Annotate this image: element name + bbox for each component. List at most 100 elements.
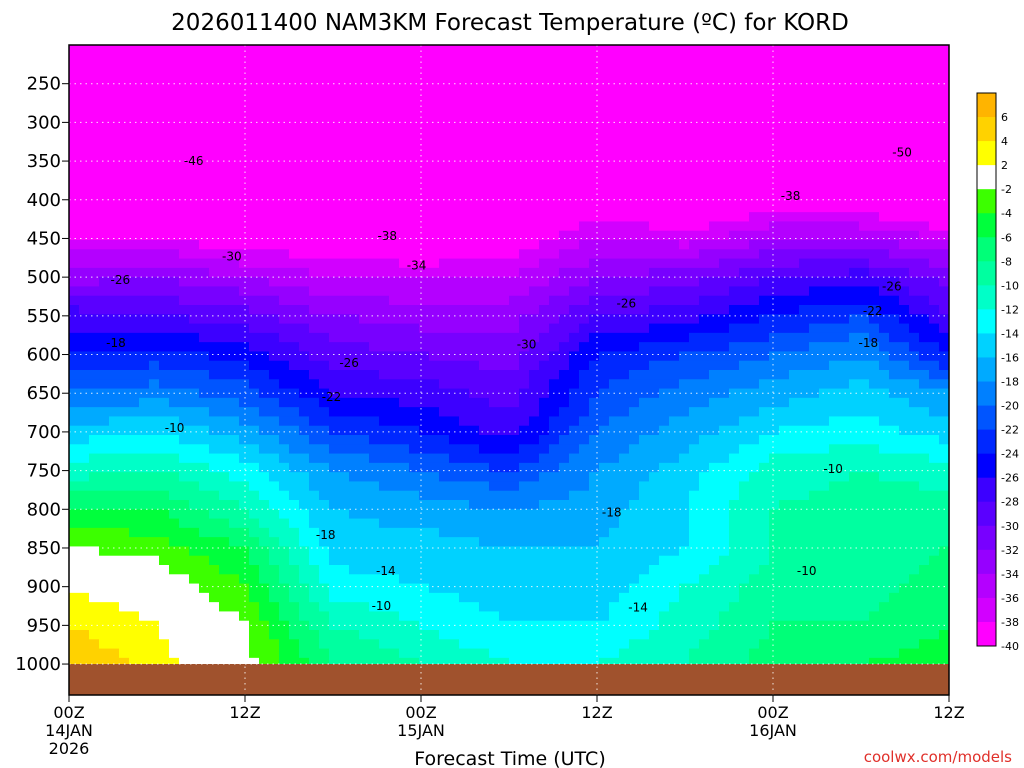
temperature-cell bbox=[769, 648, 780, 659]
temperature-cell bbox=[279, 453, 290, 464]
temperature-cell bbox=[399, 509, 410, 520]
temperature-cell bbox=[359, 184, 370, 195]
temperature-cell bbox=[129, 425, 140, 436]
temperature-cell bbox=[669, 518, 680, 529]
temperature-cell bbox=[529, 332, 540, 343]
temperature-cell bbox=[699, 240, 710, 250]
temperature-cell bbox=[319, 323, 330, 334]
temperature-cell bbox=[679, 295, 690, 306]
temperature-cell bbox=[89, 397, 100, 408]
temperature-cell bbox=[359, 462, 370, 473]
temperature-cell bbox=[409, 518, 420, 529]
temperature-cell bbox=[429, 184, 440, 195]
temperature-cell bbox=[299, 193, 310, 204]
temperature-cell bbox=[639, 546, 650, 557]
temperature-cell bbox=[539, 267, 550, 278]
temperature-cell bbox=[579, 184, 590, 195]
temperature-cell bbox=[89, 639, 100, 650]
temperature-cell bbox=[269, 332, 280, 343]
temperature-cell bbox=[219, 184, 230, 195]
temperature-cell bbox=[329, 518, 340, 529]
temperature-cell bbox=[289, 72, 300, 83]
temperature-cell bbox=[429, 490, 440, 501]
temperature-cell bbox=[159, 602, 170, 613]
temperature-cell bbox=[599, 397, 610, 408]
temperature-cell bbox=[149, 249, 160, 260]
temperature-cell bbox=[589, 462, 600, 473]
temperature-cell bbox=[489, 82, 500, 93]
temperature-cell bbox=[329, 360, 340, 371]
temperature-cell bbox=[399, 342, 410, 353]
temperature-cell bbox=[399, 472, 410, 483]
temperature-cell bbox=[469, 397, 480, 408]
temperature-cell bbox=[389, 481, 400, 492]
temperature-cell bbox=[639, 351, 650, 362]
temperature-cell bbox=[499, 332, 510, 343]
temperature-cell bbox=[109, 63, 120, 74]
temperature-cell bbox=[389, 267, 400, 278]
temperature-cell bbox=[379, 527, 390, 538]
temperature-cell bbox=[89, 165, 100, 176]
temperature-cell bbox=[509, 500, 520, 510]
temperature-cell bbox=[199, 351, 210, 362]
temperature-cell bbox=[329, 110, 340, 120]
temperature-cell bbox=[669, 435, 680, 445]
temperature-cell bbox=[379, 351, 390, 362]
temperature-cell bbox=[89, 45, 100, 55]
temperature-cell bbox=[649, 184, 660, 195]
temperature-cell bbox=[329, 490, 340, 501]
temperature-cell bbox=[599, 602, 610, 613]
temperature-cell bbox=[719, 425, 730, 436]
temperature-cell bbox=[739, 72, 750, 83]
temperature-cell bbox=[609, 648, 620, 659]
temperature-cell bbox=[639, 91, 650, 102]
temperature-cell bbox=[509, 240, 520, 250]
temperature-cell bbox=[99, 351, 110, 362]
temperature-cell bbox=[79, 565, 90, 575]
temperature-cell bbox=[719, 370, 730, 380]
temperature-cell bbox=[69, 425, 80, 436]
temperature-cell bbox=[119, 100, 130, 111]
temperature-cell bbox=[389, 611, 400, 622]
temperature-cell bbox=[259, 555, 270, 566]
temperature-cell bbox=[669, 332, 680, 343]
temperature-cell bbox=[69, 147, 80, 158]
temperature-cell bbox=[289, 360, 300, 371]
temperature-cell bbox=[479, 82, 490, 93]
temperature-cell bbox=[459, 45, 470, 55]
temperature-cell bbox=[659, 221, 670, 232]
temperature-cell bbox=[699, 453, 710, 464]
temperature-cell bbox=[119, 286, 130, 297]
temperature-cell bbox=[339, 630, 350, 640]
temperature-cell bbox=[499, 360, 510, 371]
temperature-cell bbox=[309, 184, 320, 195]
temperature-cell bbox=[349, 416, 360, 427]
temperature-cell bbox=[499, 416, 510, 427]
temperature-cell bbox=[399, 518, 410, 529]
temperature-cell bbox=[259, 305, 270, 315]
temperature-cell bbox=[239, 258, 250, 269]
temperature-cell bbox=[609, 240, 620, 250]
temperature-cell bbox=[229, 639, 240, 650]
temperature-cell bbox=[589, 546, 600, 557]
temperature-cell bbox=[159, 314, 170, 325]
temperature-cell bbox=[539, 407, 550, 418]
temperature-cell bbox=[249, 592, 260, 603]
temperature-cell bbox=[779, 72, 790, 83]
temperature-cell bbox=[519, 54, 530, 65]
temperature-cell bbox=[379, 565, 390, 575]
temperature-cell bbox=[689, 537, 700, 548]
temperature-cell bbox=[269, 54, 280, 65]
temperature-cell bbox=[699, 388, 710, 399]
temperature-cell bbox=[579, 611, 590, 622]
temperature-cell bbox=[569, 305, 580, 315]
temperature-cell bbox=[749, 370, 760, 380]
temperature-cell bbox=[559, 574, 570, 585]
temperature-cell bbox=[639, 435, 650, 445]
temperature-cell bbox=[189, 592, 200, 603]
temperature-cell bbox=[769, 351, 780, 362]
temperature-cell bbox=[399, 54, 410, 65]
temperature-cell bbox=[219, 314, 230, 325]
temperature-cell bbox=[219, 258, 230, 269]
temperature-cell bbox=[219, 425, 230, 436]
